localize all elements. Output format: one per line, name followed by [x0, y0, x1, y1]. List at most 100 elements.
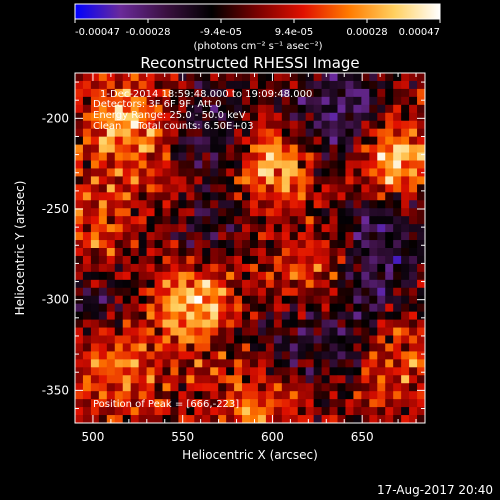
heatmap-cell — [297, 287, 307, 297]
heatmap-cell — [178, 200, 187, 209]
heatmap-cell — [417, 208, 426, 217]
heatmap-cell — [273, 96, 283, 106]
heatmap-cell — [377, 224, 386, 233]
heatmap-cell — [242, 208, 251, 217]
heatmap-cell — [122, 240, 132, 249]
heatmap-cell — [313, 80, 322, 90]
heatmap-cell — [313, 399, 322, 408]
heatmap-cell — [202, 351, 211, 360]
heatmap-cell — [98, 415, 108, 424]
heatmap-cell — [106, 407, 116, 416]
heatmap-cell — [250, 208, 259, 217]
heatmap-cell — [409, 255, 418, 265]
heatmap-cell — [417, 327, 426, 336]
heatmap-cell — [162, 240, 171, 249]
heatmap-cell — [154, 351, 163, 360]
heatmap-cell — [313, 168, 322, 177]
heatmap-cell — [369, 351, 378, 360]
heatmap-cell — [162, 327, 171, 336]
heatmap-cell — [82, 73, 92, 82]
heatmap-cell — [321, 367, 330, 376]
heatmap-cell — [82, 375, 92, 384]
heatmap-cell — [106, 399, 116, 408]
heatmap-cell — [242, 240, 251, 249]
heatmap-cell — [186, 104, 195, 114]
heatmap-cell — [194, 343, 203, 352]
heatmap-cell — [242, 271, 251, 281]
heatmap-cell — [194, 120, 203, 130]
heatmap-cell — [90, 263, 100, 273]
heatmap-cell — [75, 128, 84, 138]
heatmap-cell — [257, 255, 267, 265]
heatmap-cell — [345, 335, 354, 344]
heatmap-cell — [194, 136, 203, 145]
heatmap-cell — [210, 216, 219, 225]
heatmap-cell — [313, 248, 322, 257]
heatmap-cell — [273, 327, 283, 336]
heatmap-cell — [250, 88, 259, 98]
heatmap-cell — [218, 232, 227, 241]
heatmap-cell — [202, 263, 211, 273]
heatmap-cell — [377, 319, 386, 328]
heatmap-cell — [114, 415, 124, 424]
heatmap-cell — [146, 160, 155, 169]
heatmap-cell — [242, 96, 251, 106]
heatmap-cell — [114, 351, 124, 360]
heatmap-cell — [377, 359, 386, 368]
heatmap-cell — [401, 367, 410, 376]
heatmap-cell — [250, 160, 259, 169]
heatmap-cell — [194, 208, 203, 217]
heatmap-cell — [250, 319, 259, 328]
heatmap-cell — [234, 367, 243, 376]
heatmap-cell — [170, 255, 179, 265]
heatmap-cell — [122, 160, 132, 169]
heatmap-cell — [305, 208, 315, 217]
heatmap-cell — [194, 176, 203, 185]
heatmap-cell — [154, 359, 163, 368]
heatmap-cell — [114, 367, 124, 376]
heatmap-cell — [114, 279, 124, 289]
heatmap-cell — [242, 375, 251, 384]
heatmap-cell — [106, 279, 116, 289]
heatmap-cell — [329, 311, 338, 320]
heatmap-cell — [242, 415, 251, 424]
heatmap-cell — [98, 176, 108, 185]
heatmap-cell — [122, 80, 132, 90]
heatmap-cell — [218, 200, 227, 209]
heatmap-cell — [162, 311, 171, 320]
heatmap-cell — [98, 160, 108, 169]
heatmap-cell — [385, 303, 394, 313]
colorbar-tick-label: 0.00028 — [346, 27, 387, 38]
heatmap-cell — [417, 88, 426, 98]
heatmap-cell — [329, 367, 338, 376]
heatmap-cell — [313, 255, 322, 265]
heatmap-cell — [75, 152, 84, 161]
heatmap-cell — [297, 271, 307, 281]
heatmap-cell — [186, 351, 195, 360]
heatmap-cell — [162, 415, 171, 424]
heatmap-cell — [417, 375, 426, 384]
heatmap-cell — [257, 311, 267, 320]
heatmap-cell — [257, 399, 267, 408]
heatmap-cell — [178, 160, 187, 169]
heatmap-cell — [210, 287, 219, 297]
heatmap-cell — [409, 391, 418, 400]
heatmap-cell — [178, 343, 187, 352]
heatmap-cell — [90, 88, 100, 98]
heatmap-cell — [242, 136, 251, 145]
heatmap-cell — [289, 120, 299, 130]
heatmap-cell — [186, 375, 195, 384]
heatmap-cell — [409, 399, 418, 408]
heatmap-cell — [265, 295, 275, 305]
heatmap-cell — [242, 104, 251, 114]
colorbar-gradient — [74, 3, 441, 20]
heatmap-cell — [377, 184, 386, 193]
annotation-clean-counts: Clean Total counts: 6.50E+03 — [93, 121, 253, 132]
heatmap-cell — [98, 152, 108, 161]
heatmap-cell — [401, 263, 410, 273]
heatmap-cell — [417, 303, 426, 313]
heatmap-cell — [273, 415, 283, 424]
heatmap-cell — [273, 200, 283, 209]
heatmap-cell — [369, 311, 378, 320]
heatmap-cell — [385, 104, 394, 114]
